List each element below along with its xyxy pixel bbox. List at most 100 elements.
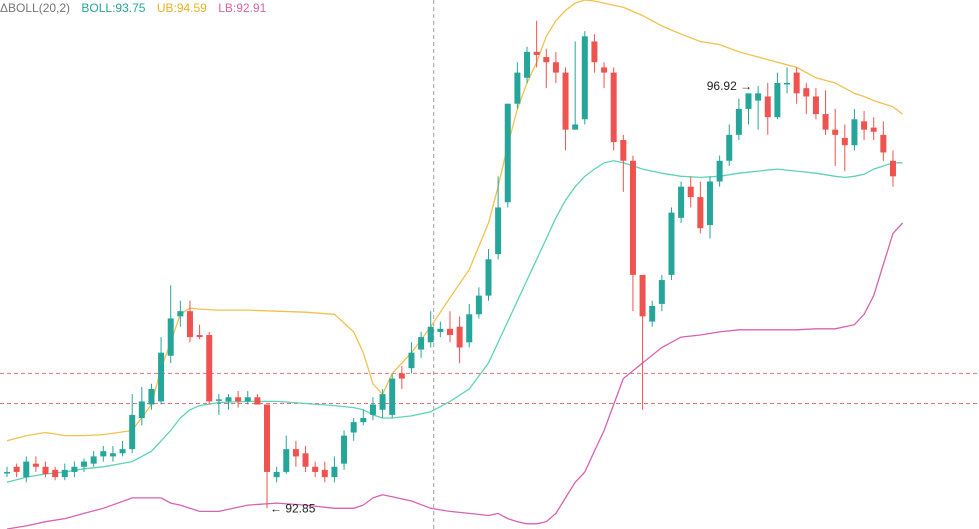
candle-24	[235, 391, 242, 408]
candle-20	[196, 324, 203, 340]
candle-1	[13, 463, 20, 478]
candle-body	[138, 401, 145, 419]
candle-30	[292, 440, 299, 467]
candle-body	[427, 326, 434, 343]
candle-body	[591, 41, 598, 63]
candle-13	[129, 394, 136, 454]
candle-53	[514, 62, 521, 109]
candle-body	[716, 160, 723, 182]
candle-body	[793, 72, 800, 94]
candle-body	[71, 466, 78, 472]
candle-body	[389, 378, 396, 415]
candle-body	[581, 36, 588, 120]
candle-body	[755, 93, 762, 101]
candle-body	[273, 471, 280, 478]
candle-75	[726, 124, 733, 166]
candle-body	[822, 114, 829, 130]
upper-band-line	[6, 0, 903, 442]
candle-59	[572, 41, 579, 130]
candle-body	[466, 314, 473, 343]
candle-11	[109, 446, 116, 462]
candle-35	[341, 430, 348, 470]
candle-39	[379, 388, 386, 419]
candle-body	[774, 82, 781, 118]
candle-31	[302, 446, 309, 472]
candle-body	[61, 469, 68, 478]
candle-34	[331, 456, 338, 483]
candle-body	[726, 134, 733, 161]
candle-67	[649, 300, 656, 327]
candle-body	[524, 51, 531, 78]
candle-body	[639, 274, 646, 317]
candle-45	[437, 321, 444, 338]
candle-50	[485, 248, 492, 301]
candle-42	[408, 342, 415, 374]
lower-band-line	[6, 222, 904, 529]
candle-body	[649, 305, 656, 322]
candle-32	[312, 461, 319, 478]
candle-body	[533, 51, 540, 55]
candle-body	[148, 388, 155, 405]
candle-body	[369, 404, 376, 415]
candle-38	[369, 397, 376, 421]
candle-body	[215, 399, 222, 401]
candle-body	[4, 471, 10, 474]
candle-91	[880, 121, 887, 161]
candle-62	[601, 62, 608, 89]
candle-body	[398, 373, 405, 379]
candle-64	[620, 134, 627, 192]
candle-body	[341, 435, 348, 464]
candle-body	[408, 352, 415, 369]
candle-0	[4, 466, 10, 478]
candle-58	[562, 67, 569, 151]
candle-2	[23, 456, 30, 483]
candle-78	[755, 86, 762, 130]
candle-body	[331, 466, 338, 478]
candle-body	[52, 469, 59, 478]
candle-71	[687, 176, 694, 208]
candle-81	[784, 67, 791, 94]
candle-body	[629, 160, 636, 275]
candle-19	[186, 300, 193, 343]
candle-body	[225, 397, 232, 402]
candle-63	[610, 67, 617, 151]
candle-85	[822, 90, 829, 135]
candle-body	[100, 451, 107, 457]
candle-44	[427, 311, 434, 348]
candle-3	[32, 456, 39, 472]
candle-body	[668, 212, 675, 275]
candle-body	[562, 72, 569, 130]
candle-77	[745, 93, 752, 125]
candle-body	[495, 207, 502, 255]
candle-76	[735, 98, 742, 141]
candle-89	[861, 110, 868, 141]
price-annotation-0: 96.92 →	[707, 79, 752, 93]
candle-body	[841, 137, 848, 146]
candle-body	[119, 449, 126, 454]
candle-86	[832, 108, 839, 166]
candle-body	[32, 463, 39, 467]
candle-4	[42, 461, 49, 478]
candle-74	[716, 155, 723, 187]
candle-body	[254, 397, 261, 405]
candle-47	[456, 316, 463, 364]
candle-33	[321, 461, 328, 483]
candles	[4, 20, 896, 509]
candle-83	[803, 82, 810, 115]
candle-body	[23, 461, 30, 478]
candle-28	[273, 466, 280, 483]
candle-54	[524, 46, 531, 83]
candle-7	[71, 461, 78, 478]
candle-body	[196, 335, 203, 338]
candle-body	[745, 93, 752, 109]
candle-body	[235, 397, 242, 402]
candle-52	[504, 103, 511, 208]
candle-body	[475, 295, 482, 315]
candle-14	[138, 386, 145, 426]
candle-73	[706, 176, 713, 239]
candle-body	[706, 181, 713, 226]
candle-body	[109, 453, 116, 457]
candle-22	[215, 394, 222, 415]
candle-body	[167, 318, 174, 356]
